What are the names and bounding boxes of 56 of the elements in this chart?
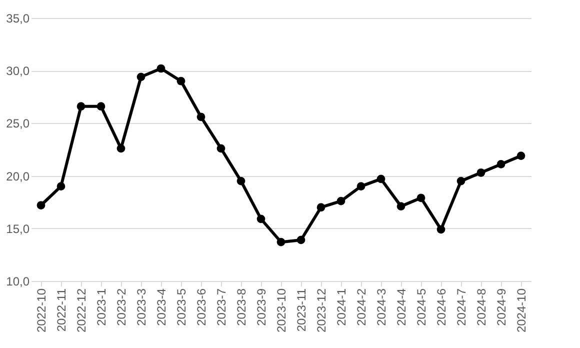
y-tick-label: 25,0 xyxy=(6,116,30,131)
x-tick-label: 2024-8 xyxy=(474,288,488,326)
point xyxy=(436,225,446,234)
point xyxy=(316,203,326,212)
point xyxy=(256,214,266,224)
point xyxy=(176,76,186,86)
point xyxy=(196,112,206,122)
y-tick-label: 30,0 xyxy=(6,64,30,78)
point xyxy=(116,144,126,153)
point xyxy=(476,168,486,177)
point xyxy=(216,144,226,153)
x-tick-label: 2023-3 xyxy=(134,288,148,326)
point xyxy=(76,102,86,111)
x-tick-label: 2024-5 xyxy=(414,288,428,326)
point xyxy=(496,160,506,168)
x-tick-label: 2024-3 xyxy=(374,288,388,326)
point xyxy=(416,194,426,202)
point xyxy=(136,72,146,82)
point xyxy=(376,174,386,184)
point xyxy=(156,64,166,73)
x-tick-label: 2024-7 xyxy=(454,288,468,326)
x-tick-label: 2023-7 xyxy=(214,288,228,326)
y-tick-label: 35,0 xyxy=(6,12,30,26)
y-tick-label: 15,0 xyxy=(6,222,30,236)
point xyxy=(356,182,366,190)
y-tick-label: 10,0 xyxy=(6,274,30,288)
x-tick-label: 2023-8 xyxy=(234,288,248,326)
point xyxy=(456,176,466,186)
x-tick-label: 2023-12 xyxy=(314,288,328,333)
x-tick-label: 2023-9 xyxy=(254,288,268,326)
x-tick-label: 2022-10 xyxy=(34,288,48,333)
x-tick-label: 2024-1 xyxy=(334,288,348,326)
point xyxy=(56,182,66,190)
x-tick-label: 2024-10 xyxy=(514,288,528,333)
x-tick-label: 2023-10 xyxy=(274,288,288,333)
x-tick-label: 2024-2 xyxy=(354,288,368,326)
x-tick-label: 2023-11 xyxy=(294,288,308,332)
x-tick-label: 2022-12 xyxy=(74,288,88,333)
point xyxy=(336,196,346,206)
x-tick-label: 2023-5 xyxy=(174,288,188,326)
x-tick-label: 2022-11 xyxy=(54,288,68,332)
x-tick-label: 2024-9 xyxy=(494,288,508,326)
x-tick-label: 2023-6 xyxy=(194,288,208,326)
x-tick-label: 2023-1 xyxy=(94,288,108,326)
point xyxy=(276,238,286,246)
x-tick-label: 2024-6 xyxy=(434,288,448,326)
x-tick-label: 2023-2 xyxy=(114,288,128,326)
x-tick-label: 2023-4 xyxy=(154,288,168,326)
point xyxy=(236,176,246,186)
x-tick-label: 2024-4 xyxy=(394,288,408,326)
point xyxy=(36,201,46,210)
point xyxy=(516,152,526,160)
point xyxy=(96,102,106,111)
point xyxy=(296,236,306,244)
y-tick-label: 20,0 xyxy=(6,169,30,184)
point xyxy=(396,202,406,210)
